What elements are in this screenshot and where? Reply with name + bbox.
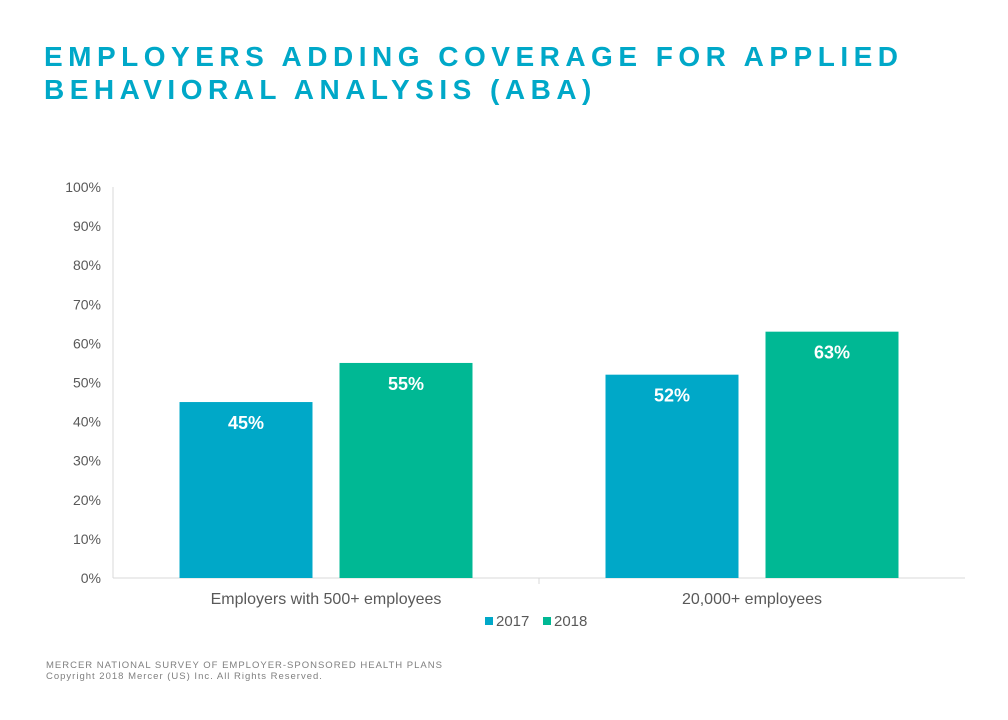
y-tick-label: 50%: [73, 375, 101, 391]
chart-bars: 45% 55% 52% 63%: [179, 331, 899, 578]
y-tick-label: 70%: [73, 296, 101, 312]
chart-legend: 2017 2018: [485, 613, 587, 630]
x-category-label: 20,000+ employees: [682, 591, 822, 608]
y-tick-label: 60%: [73, 335, 101, 351]
y-tick-label: 10%: [73, 531, 101, 547]
x-category-label: Employers with 500+ employees: [211, 591, 442, 608]
y-tick-label: 80%: [73, 257, 101, 273]
y-tick-label: 90%: [73, 218, 101, 234]
data-label: 63%: [814, 343, 850, 363]
chart-title-line-1: EMPLOYERS ADDING COVERAGE FOR APPLIED: [44, 41, 904, 72]
bar-2017: [605, 374, 739, 578]
footer-source: MERCER NATIONAL SURVEY OF EMPLOYER-SPONS…: [46, 660, 443, 682]
footer-survey-name: MERCER NATIONAL SURVEY OF EMPLOYER-SPONS…: [46, 660, 443, 671]
y-tick-label: 30%: [73, 453, 101, 469]
legend-label-2018: 2018: [554, 613, 587, 630]
data-label: 55%: [388, 374, 424, 394]
bar-2018: [765, 331, 899, 578]
bar-2018: [339, 362, 473, 578]
y-tick-label: 40%: [73, 414, 101, 430]
y-tick-label: 100%: [65, 179, 101, 195]
y-tick-label: 20%: [73, 492, 101, 508]
data-label: 52%: [654, 386, 690, 406]
legend-label-2017: 2017: [496, 613, 529, 630]
chart-title: EMPLOYERS ADDING COVERAGE FOR APPLIED BE…: [44, 40, 984, 106]
bar-2017: [179, 402, 313, 578]
chart-axes: 0% 10% 20% 30% 40% 50% 60% 70% 80% 90% 100% Employe…: [65, 179, 965, 608]
legend-swatch-2017: [485, 617, 493, 625]
chart-title-line-2: BEHAVIORAL ANALYSIS (ABA): [44, 74, 597, 105]
data-label: 45%: [228, 413, 264, 433]
y-tick-label: 0%: [81, 570, 101, 586]
footer-copyright: Copyright 2018 Mercer (US) Inc. All Righ…: [46, 671, 323, 682]
legend-swatch-2018: [543, 617, 551, 625]
